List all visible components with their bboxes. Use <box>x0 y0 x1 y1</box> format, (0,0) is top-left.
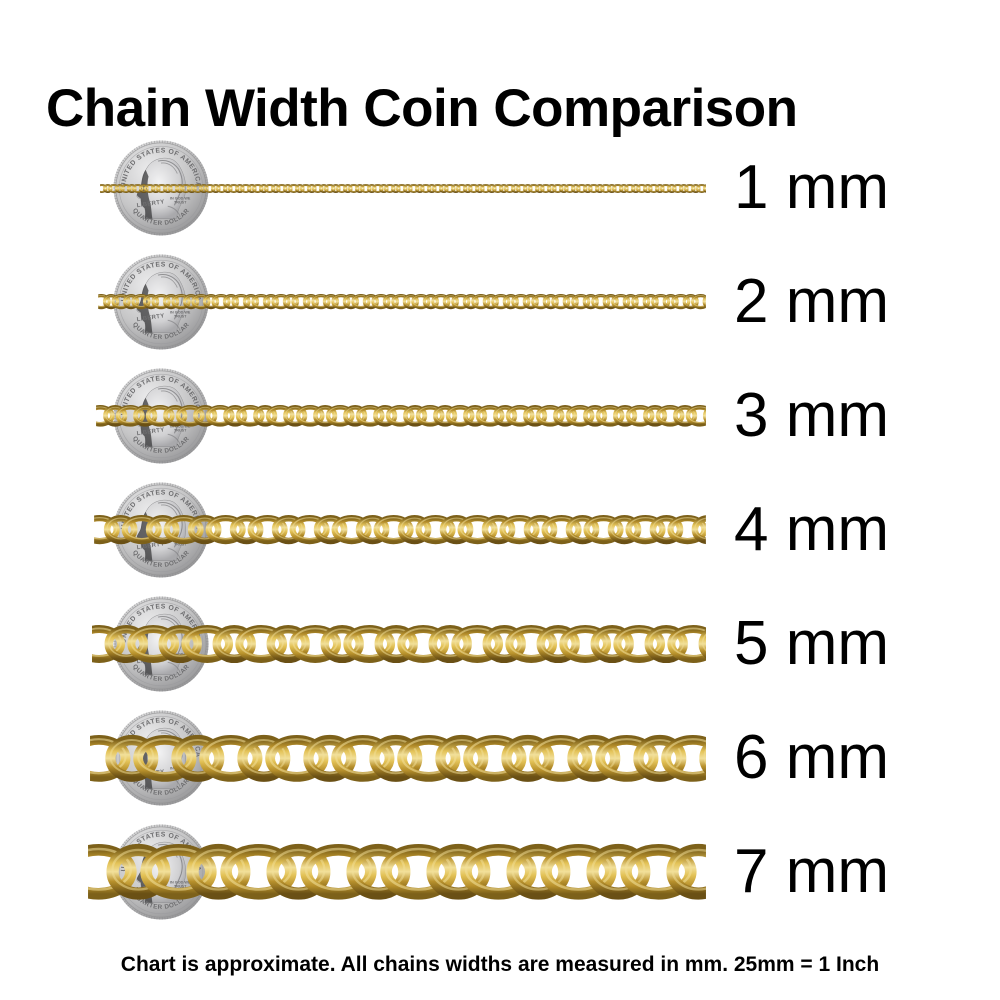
chain-sample-7mm <box>88 842 706 902</box>
svg-text:TRUST: TRUST <box>174 429 187 433</box>
chain-graphic <box>96 405 706 427</box>
chain-row-4mm: UNITED STATES OF AMERICA QUARTER DOLLAR LI… <box>0 473 1000 587</box>
chain-sample-1mm <box>100 158 706 218</box>
chain-graphic <box>94 515 706 545</box>
chain-sample-3mm <box>96 386 706 446</box>
chain-sample-5mm <box>92 614 706 674</box>
svg-text:TRUST: TRUST <box>174 885 187 889</box>
svg-text:IN GOD WE: IN GOD WE <box>170 425 191 429</box>
chain-sample-2mm <box>98 272 706 332</box>
svg-text:LIBERTY: LIBERTY <box>136 541 165 551</box>
chain-sample-4mm <box>94 500 706 560</box>
chain-graphic <box>92 624 706 664</box>
svg-text:TRUST: TRUST <box>174 543 187 547</box>
chain-graphic <box>98 294 706 310</box>
svg-text:LIBERTY: LIBERTY <box>136 199 165 209</box>
chain-graphic <box>100 183 706 193</box>
chain-row-5mm: UNITED STATES OF AMERICA QUARTER DOLLAR LI… <box>0 587 1000 701</box>
chain-graphic <box>90 734 706 782</box>
quarter-coin-2mm: UNITED STATES OF AMERICA QUARTER DOLLAR LI… <box>113 254 209 350</box>
chain-width-label-5mm: 5 mm <box>734 609 889 678</box>
chain-width-label-2mm: 2 mm <box>734 267 889 336</box>
chain-width-label-4mm: 4 mm <box>734 495 889 564</box>
footer-note: Chart is approximate. All chains widths … <box>120 953 880 976</box>
chain-graphic <box>88 844 706 900</box>
chain-row-2mm: UNITED STATES OF AMERICA QUARTER DOLLAR LI… <box>0 245 1000 359</box>
chain-width-label-1mm: 1 mm <box>734 153 889 222</box>
chain-width-label-3mm: 3 mm <box>734 381 889 450</box>
chain-width-label-6mm: 6 mm <box>734 723 889 792</box>
svg-text:LIBERTY: LIBERTY <box>136 313 165 323</box>
chain-row-6mm: UNITED STATES OF AMERICA QUARTER DOLLAR LI… <box>0 701 1000 815</box>
quarter-coin-1mm: UNITED STATES OF AMERICA QUARTER DOLLAR LI… <box>113 140 209 236</box>
page-title: Chain Width Coin Comparison <box>46 78 798 138</box>
chain-width-label-7mm: 7 mm <box>734 837 889 906</box>
svg-text:TRUST: TRUST <box>174 315 187 319</box>
svg-text:IN GOD WE: IN GOD WE <box>170 197 191 201</box>
chain-row-3mm: UNITED STATES OF AMERICA QUARTER DOLLAR LI… <box>0 359 1000 473</box>
svg-text:TRUST: TRUST <box>174 201 187 205</box>
svg-text:IN GOD WE: IN GOD WE <box>170 311 191 315</box>
svg-text:IN GOD WE: IN GOD WE <box>170 653 191 657</box>
chain-row-7mm: UNITED STATES OF AMERICA QUARTER DOLLAR LI… <box>0 815 1000 929</box>
svg-text:IN GOD WE: IN GOD WE <box>170 881 191 885</box>
svg-text:LIBERTY: LIBERTY <box>136 427 165 437</box>
chain-sample-6mm <box>90 728 706 788</box>
chain-row-1mm: UNITED STATES OF AMERICA QUARTER DOLLAR LI… <box>0 131 1000 245</box>
